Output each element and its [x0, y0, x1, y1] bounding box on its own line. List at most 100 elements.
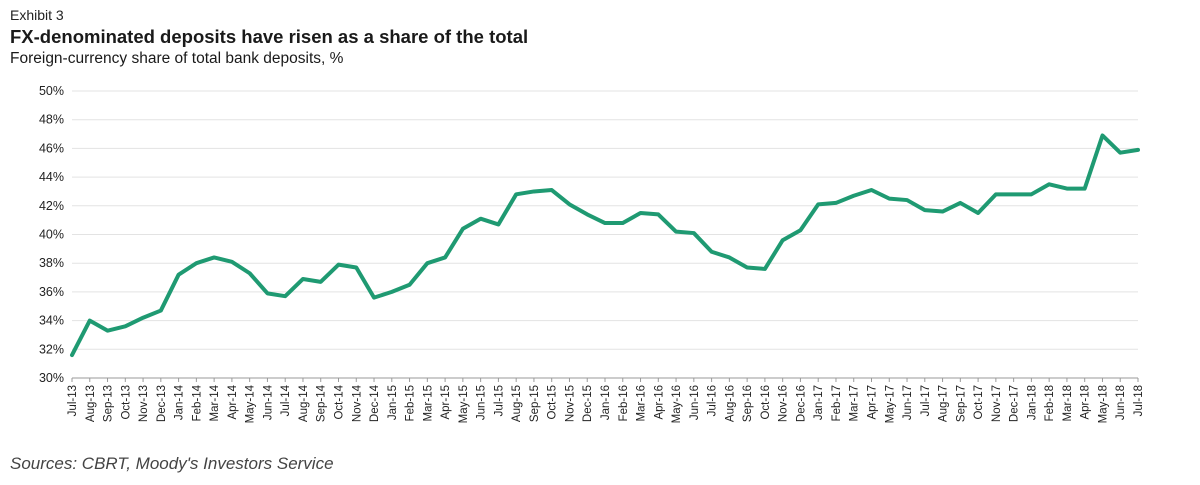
x-tick-label: Oct-16: [760, 385, 772, 420]
x-tick-label: Jun-15: [476, 385, 488, 420]
x-tick-label: Jul-13: [67, 385, 79, 416]
x-tick-label: Jan-17: [813, 385, 825, 420]
data-point: [834, 201, 838, 205]
x-tick-label: Jun-14: [262, 384, 274, 420]
chart-subtitle: Foreign-currency share of total bank dep…: [10, 50, 344, 67]
y-tick-label: 44%: [39, 170, 64, 184]
data-point: [781, 238, 785, 242]
data-point: [798, 228, 802, 232]
data-point: [212, 255, 216, 259]
data-point: [443, 255, 447, 259]
x-tick-label: May-14: [245, 384, 257, 423]
data-point: [621, 221, 625, 225]
data-point: [408, 283, 412, 287]
data-point: [941, 210, 945, 214]
y-tick-label: 30%: [39, 371, 64, 385]
data-point: [763, 267, 767, 271]
x-tick-label: May-17: [884, 385, 896, 423]
data-point: [319, 280, 323, 284]
x-tick-label: Jul-14: [280, 384, 292, 416]
x-tick-label: Mar-17: [849, 385, 861, 421]
y-tick-label: 46%: [39, 141, 64, 155]
data-point: [1083, 187, 1087, 191]
x-tick-label: Nov-16: [778, 385, 790, 422]
x-tick-label: Jul-16: [707, 385, 719, 416]
data-point: [354, 266, 358, 270]
data-point: [639, 211, 643, 215]
x-tick-label: May-18: [1097, 385, 1109, 423]
y-tick-label: 42%: [39, 199, 64, 213]
x-tick-label: Dec-15: [582, 385, 594, 422]
data-point: [674, 230, 678, 234]
data-point: [425, 261, 429, 265]
data-point: [283, 294, 287, 298]
data-point: [1118, 151, 1122, 155]
data-point: [106, 329, 110, 333]
x-tick-label: Feb-16: [618, 385, 630, 421]
data-point: [390, 290, 394, 294]
data-point: [870, 188, 874, 192]
data-point: [1029, 192, 1033, 196]
x-tick-label: Sep-17: [955, 385, 967, 422]
x-tick-label: Jun-18: [1115, 385, 1127, 420]
x-tick-label: Dec-13: [156, 385, 168, 422]
y-tick-label: 34%: [39, 314, 64, 328]
x-tick-label: Apr-15: [440, 385, 452, 420]
data-point: [1136, 148, 1140, 152]
x-tick-label: Sep-16: [742, 385, 754, 422]
x-tick-label: Aug-17: [938, 385, 950, 422]
x-tick-label: Apr-17: [867, 385, 879, 420]
x-tick-label: Mar-18: [1062, 385, 1074, 421]
data-point: [70, 353, 74, 357]
data-point: [603, 221, 607, 225]
data-point: [177, 273, 181, 277]
y-tick-label: 38%: [39, 256, 64, 270]
x-tick-label: Jan-14: [174, 384, 186, 420]
source-note: Sources: CBRT, Moody's Investors Service: [10, 454, 334, 473]
data-point: [301, 277, 305, 281]
x-tick-label: Feb-18: [1044, 385, 1056, 421]
x-tick-label: Apr-14: [227, 384, 239, 419]
y-tick-label: 36%: [39, 285, 64, 299]
data-point: [372, 296, 376, 300]
x-tick-label: Oct-17: [973, 385, 985, 420]
x-tick-label: Feb-14: [191, 384, 203, 421]
x-tick-label: Mar-15: [422, 385, 434, 421]
x-tick-label: Sep-15: [529, 385, 541, 422]
data-point: [194, 261, 198, 265]
data-point: [248, 271, 252, 275]
data-point: [479, 217, 483, 221]
data-point: [532, 189, 536, 193]
data-point: [958, 201, 962, 205]
data-point: [816, 202, 820, 206]
data-point: [141, 316, 145, 320]
data-point: [905, 198, 909, 202]
x-tick-label: May-16: [671, 385, 683, 423]
data-point: [887, 197, 891, 201]
data-point: [923, 208, 927, 212]
y-tick-label: 40%: [39, 228, 64, 242]
chart-title: FX-denominated deposits have risen as a …: [10, 26, 529, 47]
data-point: [567, 202, 571, 206]
x-tick-label: Nov-14: [351, 384, 363, 422]
data-point: [994, 192, 998, 196]
data-point: [1047, 182, 1051, 186]
data-point: [727, 255, 731, 259]
x-tick-label: Mar-16: [636, 385, 648, 421]
data-point: [692, 231, 696, 235]
data-point: [265, 291, 269, 295]
x-tick-label: Dec-16: [795, 385, 807, 422]
x-tick-label: Aug-13: [85, 385, 97, 422]
data-point: [1100, 133, 1104, 137]
x-tick-label: Nov-15: [564, 385, 576, 422]
data-point: [1012, 192, 1016, 196]
x-tick-label: Jul-15: [493, 385, 505, 416]
x-tick-label: Feb-17: [831, 385, 843, 421]
exhibit-label: Exhibit 3: [10, 7, 64, 23]
y-tick-label: 48%: [39, 113, 64, 127]
x-tick-label: Jun-16: [689, 385, 701, 420]
x-tick-label: Jun-17: [902, 385, 914, 420]
data-point: [976, 211, 980, 215]
x-tick-label: Mar-14: [209, 384, 221, 421]
